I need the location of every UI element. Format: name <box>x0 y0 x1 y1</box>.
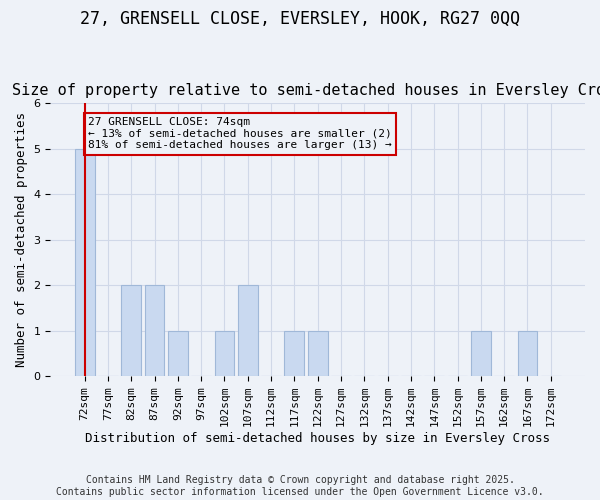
Bar <box>284 330 304 376</box>
Bar <box>238 286 257 376</box>
Y-axis label: Number of semi-detached properties: Number of semi-detached properties <box>15 112 28 368</box>
Bar <box>145 286 164 376</box>
Text: Contains HM Land Registry data © Crown copyright and database right 2025.
Contai: Contains HM Land Registry data © Crown c… <box>56 476 544 497</box>
Bar <box>308 330 328 376</box>
Bar <box>121 286 141 376</box>
Bar <box>168 330 188 376</box>
Text: 27 GRENSELL CLOSE: 74sqm
← 13% of semi-detached houses are smaller (2)
81% of se: 27 GRENSELL CLOSE: 74sqm ← 13% of semi-d… <box>88 117 392 150</box>
Bar <box>75 149 95 376</box>
Text: 27, GRENSELL CLOSE, EVERSLEY, HOOK, RG27 0QQ: 27, GRENSELL CLOSE, EVERSLEY, HOOK, RG27… <box>80 10 520 28</box>
X-axis label: Distribution of semi-detached houses by size in Eversley Cross: Distribution of semi-detached houses by … <box>85 432 550 445</box>
Bar <box>471 330 491 376</box>
Bar <box>518 330 538 376</box>
Bar <box>215 330 235 376</box>
Title: Size of property relative to semi-detached houses in Eversley Cross: Size of property relative to semi-detach… <box>12 83 600 98</box>
